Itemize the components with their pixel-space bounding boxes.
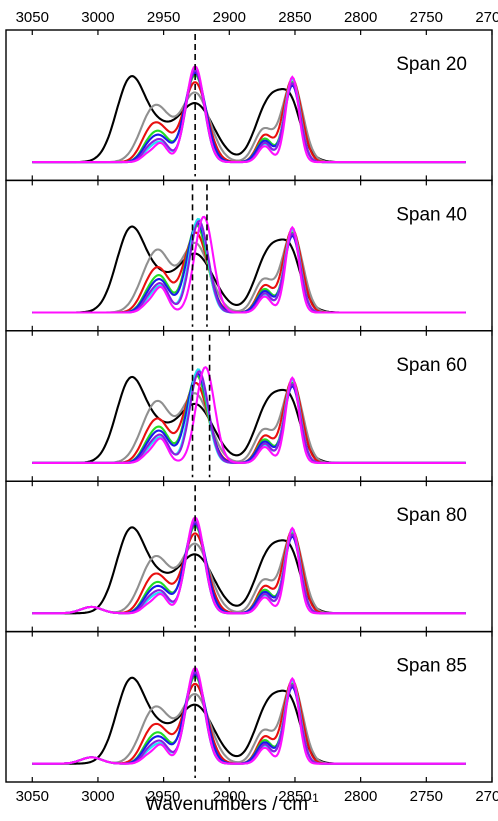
panel-label: Span 20 xyxy=(396,54,467,75)
spectrum-line-5 xyxy=(32,522,466,615)
spectrum-line-1 xyxy=(32,676,466,765)
spectrum-line-3 xyxy=(32,679,466,765)
x-tick-label-bottom: 2850 xyxy=(278,788,311,805)
x-tick-label-top: 2800 xyxy=(344,9,377,26)
x-tick-label-top: 2950 xyxy=(147,9,180,26)
x-tick-label-top: 3050 xyxy=(16,9,49,26)
panel-5: Span 85 xyxy=(5,630,493,783)
spectrum-line-5 xyxy=(32,673,466,765)
spectrum-line-4 xyxy=(32,224,466,314)
spectrum-line-8 xyxy=(32,65,466,164)
spectrum-line-1 xyxy=(32,526,466,615)
spectrum-line-7 xyxy=(32,219,466,314)
x-tick-label-bottom: 2750 xyxy=(410,788,443,805)
panel-label: Span 85 xyxy=(396,656,467,677)
x-tick-label-top: 2900 xyxy=(213,9,246,26)
panel-label: Span 80 xyxy=(396,505,467,526)
spectrum-line-6 xyxy=(32,518,466,615)
panel-4: Span 80 xyxy=(5,480,493,633)
spectrum-line-7 xyxy=(32,69,466,164)
panel-label: Span 60 xyxy=(396,355,467,376)
spectrum-line-5 xyxy=(32,372,466,464)
spectrum-line-6 xyxy=(32,217,466,314)
spectrum-line-5 xyxy=(32,222,466,314)
spectrum-line-2 xyxy=(32,532,466,615)
panels: Span 20 Span 40 Span 60 Span 80 Span 85 xyxy=(5,29,493,783)
spectrum-line-4 xyxy=(32,524,466,615)
x-tick-label-bottom: 2900 xyxy=(213,788,246,805)
spectrum-line-3 xyxy=(32,77,466,164)
panel-frame xyxy=(5,630,493,783)
x-tick-label-bottom: 3050 xyxy=(16,788,49,805)
spectrum-line-8 xyxy=(32,666,466,765)
top-tick-labels: 3050 3000 2950 2900 2850 2800 2750 2700 xyxy=(16,9,498,26)
spectrum-line-4 xyxy=(32,73,466,164)
spectrum-line-2 xyxy=(32,381,466,464)
x-tick-label-bottom: 3000 xyxy=(81,788,114,805)
spectrum-line-3 xyxy=(32,228,466,314)
spectrum-line-2 xyxy=(32,80,466,164)
spectrum-line-3 xyxy=(32,529,466,615)
spectrum-line-1 xyxy=(32,225,466,314)
x-tick-label-bottom: 2800 xyxy=(344,788,377,805)
panel-3: Span 60 xyxy=(5,330,493,482)
spectrum-line-1 xyxy=(32,75,466,164)
spectrum-line-3 xyxy=(32,378,466,464)
spectrum-line-2 xyxy=(32,682,466,765)
x-tick-label-top: 3000 xyxy=(81,9,114,26)
spectrum-line-4 xyxy=(32,675,466,765)
spectrum-line-8 xyxy=(32,516,466,615)
spectrum-line-8 xyxy=(32,215,466,314)
spectrum-line-7 xyxy=(32,370,466,464)
x-tick-label-top: 2700 xyxy=(475,9,498,26)
x-tick-label-bottom: 2950 xyxy=(147,788,180,805)
panel-label: Span 40 xyxy=(396,204,467,225)
bottom-tick-labels: 3050 3000 2950 2900 2850 2800 2750 2700 xyxy=(16,788,498,805)
x-tick-label-top: 2750 xyxy=(410,9,443,26)
x-axis-title: Wavenumbers / cm-1 xyxy=(145,791,319,815)
x-tick-label-top: 2850 xyxy=(278,9,311,26)
panel-2: Span 40 xyxy=(5,179,493,332)
spectrum-line-2 xyxy=(32,231,466,314)
spectrum-line-7 xyxy=(32,670,466,765)
x-tick-label-bottom: 2700 xyxy=(475,788,498,805)
spectrum-line-8 xyxy=(32,365,466,464)
spectrum-line-6 xyxy=(32,368,466,464)
spectrum-line-4 xyxy=(32,374,466,464)
spectrum-line-5 xyxy=(32,71,466,164)
panel-1: Span 20 xyxy=(5,29,493,182)
spectrum-line-7 xyxy=(32,520,466,615)
spectrum-line-1 xyxy=(32,375,466,464)
spectrum-line-6 xyxy=(32,668,466,765)
spectrum-line-6 xyxy=(32,67,466,164)
